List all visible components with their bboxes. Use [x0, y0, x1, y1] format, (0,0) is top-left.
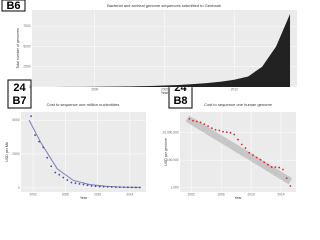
point: [106, 185, 109, 188]
point: [78, 182, 81, 185]
x-tick-label: 2000: [91, 87, 98, 91]
point: [192, 119, 194, 122]
point: [98, 185, 101, 188]
point: [214, 128, 217, 131]
screen: B6 24 B7 24 B8 Bacterial and archeal gen…: [1, 0, 297, 200]
x-tick-label: 2002: [30, 192, 37, 196]
panel-box: [7, 79, 32, 109]
point: [252, 154, 254, 156]
point: [102, 185, 105, 188]
chart-title: Cost to sequence one million nucleotides: [47, 102, 120, 107]
point: [38, 140, 41, 143]
point: [70, 181, 73, 184]
x-tick-label: 2006: [62, 192, 69, 196]
panel-box: [1, 0, 26, 12]
point: [207, 125, 209, 127]
page: {"panels": [{"label": "B6"}, {"number": …: [1, 0, 297, 200]
point: [222, 130, 224, 133]
point: [86, 184, 89, 187]
plot-background: [21, 112, 146, 192]
point: [139, 186, 141, 189]
x-tick-label: 2010: [231, 87, 238, 91]
y-tick-label: 1,000: [171, 186, 179, 190]
x-axis-label: Year: [234, 196, 242, 200]
area: [38, 14, 291, 88]
y-tick-label: 5000: [23, 44, 30, 48]
point: [114, 186, 117, 189]
point: [274, 166, 277, 169]
point: [82, 183, 85, 186]
y-tick-label: 0: [18, 186, 20, 190]
chart-title: Cost to sequence one human genome: [204, 102, 273, 107]
x-tick-label: 2014: [126, 192, 133, 196]
point: [218, 129, 221, 132]
point: [74, 182, 77, 185]
y-tick-label: 7500: [23, 24, 30, 28]
y-tick-label: 10,000,000: [163, 130, 179, 134]
point: [255, 156, 258, 159]
point: [244, 147, 247, 149]
point: [122, 186, 125, 189]
point: [94, 185, 97, 188]
point: [233, 133, 236, 136]
plot-background: [180, 112, 296, 192]
point: [118, 186, 121, 189]
y-axis-label: USD per genome: [164, 138, 168, 166]
point: [34, 134, 37, 136]
trend-line: [185, 115, 293, 185]
point: [267, 163, 269, 166]
panel-number: 24: [13, 82, 26, 94]
point: [62, 176, 65, 179]
point: [58, 173, 61, 176]
x-tick-label: 2010: [94, 192, 101, 196]
point: [203, 123, 206, 125]
point: [263, 161, 266, 164]
x-tick-label: 2002: [188, 192, 195, 196]
point: [50, 165, 53, 168]
point: [199, 121, 202, 124]
point: [225, 131, 228, 134]
point: [90, 184, 93, 187]
point: [210, 127, 213, 130]
y-tick-label: 5000: [12, 118, 19, 122]
point: [46, 156, 49, 159]
point: [289, 185, 292, 187]
point: [240, 143, 243, 146]
point: [66, 179, 69, 181]
point: [126, 186, 129, 189]
point: [42, 146, 45, 149]
x-axis-label: Year: [80, 196, 88, 200]
x-tick-label: 2014: [277, 192, 284, 196]
y-tick-label: 100,000: [167, 158, 179, 162]
point: [30, 115, 32, 118]
point: [259, 158, 262, 161]
point: [282, 168, 284, 171]
x-tick-label: 2010: [248, 192, 255, 196]
point: [278, 166, 281, 169]
chart-title: Bacterial and archeal genome sequences s…: [107, 3, 221, 8]
panel-label: B6: [6, 0, 20, 12]
point: [130, 186, 133, 189]
point: [110, 186, 113, 188]
y-tick-label: 2500: [23, 65, 30, 69]
point: [229, 131, 232, 134]
point: [195, 120, 198, 123]
panel-label: B7: [12, 95, 26, 107]
point: [54, 171, 57, 174]
y-axis-label: Total number of genomes: [16, 28, 20, 69]
point: [248, 151, 251, 154]
y-axis-label: USD per Mb: [5, 142, 9, 162]
x-tick-label: 2005: [161, 87, 168, 91]
point: [285, 177, 288, 180]
x-axis-label: Year: [161, 91, 169, 95]
point: [270, 166, 273, 168]
panel-label: B8: [173, 95, 187, 107]
point: [135, 186, 137, 189]
y-tick-label: 0: [29, 85, 31, 89]
y-tick-label: 2500: [12, 152, 19, 156]
point: [237, 138, 239, 141]
point: [188, 117, 191, 120]
x-tick-label: 2006: [218, 192, 225, 196]
